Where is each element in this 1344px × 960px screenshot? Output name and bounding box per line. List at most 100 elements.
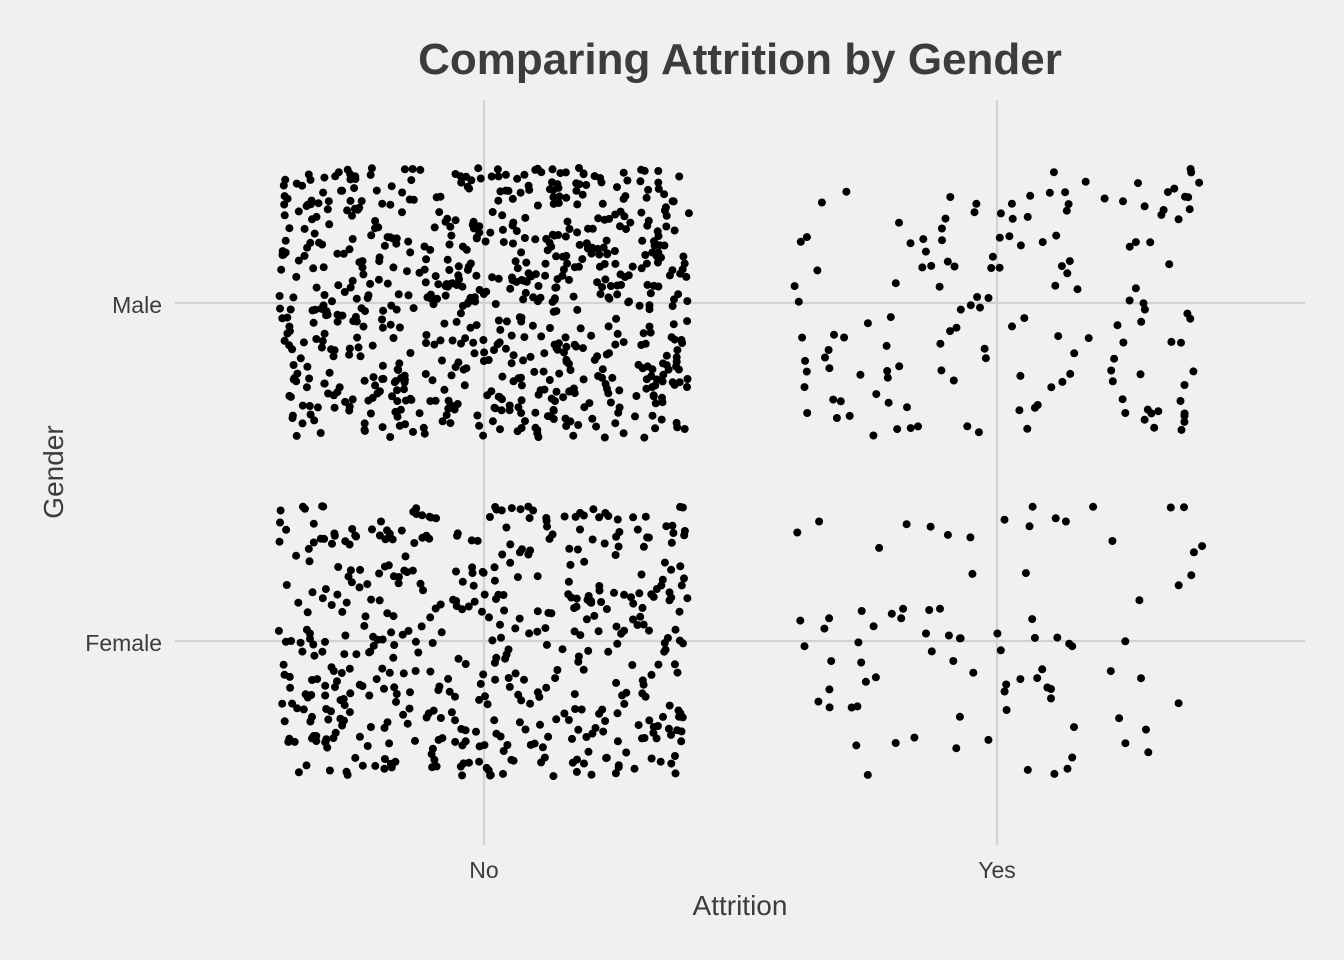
data-point [1167, 337, 1176, 346]
data-point [479, 431, 488, 440]
data-point [387, 182, 396, 191]
data-point [464, 602, 473, 611]
data-point [351, 753, 360, 762]
data-point [493, 165, 502, 174]
data-point [599, 727, 608, 736]
data-point [593, 244, 602, 253]
data-point [952, 744, 961, 753]
data-point [367, 231, 376, 240]
y-tick-label-female: Female [85, 630, 162, 656]
data-point [380, 684, 388, 693]
data-point [902, 520, 911, 529]
data-point [321, 637, 329, 646]
data-point [492, 653, 501, 662]
data-point [996, 209, 1005, 218]
data-point [682, 272, 691, 281]
data-point [520, 234, 529, 242]
data-point [312, 737, 321, 746]
data-point [322, 735, 331, 744]
data-point [286, 305, 295, 314]
data-point [378, 361, 387, 370]
data-point [588, 224, 597, 233]
data-point [533, 627, 542, 636]
data-point [593, 352, 602, 361]
data-point [587, 331, 596, 340]
data-point [277, 265, 286, 274]
data-point [352, 650, 361, 659]
data-point [832, 414, 841, 422]
data-point [462, 172, 471, 181]
data-point [614, 542, 623, 551]
data-point [680, 574, 688, 583]
data-point [421, 370, 430, 378]
data-point [646, 328, 655, 337]
data-point [401, 420, 410, 429]
data-point [531, 423, 540, 432]
data-point [454, 358, 463, 367]
data-point [671, 752, 679, 760]
data-point [416, 579, 425, 588]
data-point [294, 598, 303, 607]
data-point [494, 316, 503, 325]
data-point [662, 222, 671, 231]
data-point [511, 669, 520, 678]
data-point [970, 208, 979, 217]
data-point [1008, 322, 1016, 331]
data-point [974, 428, 983, 437]
data-point [922, 629, 930, 638]
data-point [466, 259, 475, 268]
data-point [560, 512, 569, 521]
data-point [356, 352, 365, 361]
data-point [513, 264, 522, 273]
data-point [499, 747, 508, 755]
data-point [324, 389, 333, 398]
data-point [1174, 215, 1183, 224]
data-point [825, 364, 834, 373]
data-point [526, 699, 535, 708]
data-point [416, 165, 425, 174]
data-point [987, 264, 996, 272]
data-point [475, 222, 484, 231]
data-point [562, 193, 571, 202]
data-point [670, 660, 679, 669]
data-point [380, 241, 389, 250]
data-point [576, 631, 585, 640]
data-point [393, 412, 402, 421]
data-point [638, 236, 647, 245]
data-point [398, 208, 406, 217]
data-point [378, 423, 387, 432]
data-point [409, 304, 418, 313]
data-point [335, 383, 344, 392]
data-point [1023, 212, 1032, 221]
data-point [569, 292, 578, 301]
data-point [1002, 706, 1011, 714]
data-point [344, 572, 353, 581]
data-point [914, 422, 922, 431]
data-point [918, 263, 927, 272]
data-point [540, 385, 549, 394]
data-point [1065, 257, 1074, 266]
data-point [341, 397, 350, 406]
data-point [521, 288, 530, 297]
data-point [1177, 425, 1186, 434]
data-point [285, 734, 294, 743]
data-point [431, 272, 440, 281]
data-point [996, 646, 1005, 655]
data-point [312, 283, 321, 292]
data-point [887, 609, 896, 618]
data-point [1166, 503, 1175, 512]
data-point [895, 218, 903, 227]
data-point [345, 344, 354, 353]
y-tick-label-male: Male [112, 292, 162, 318]
data-point [1016, 675, 1025, 684]
data-point [590, 611, 599, 620]
data-point [492, 505, 501, 514]
data-point [346, 566, 355, 575]
data-point [521, 417, 529, 426]
data-point [624, 298, 633, 307]
data-point [551, 283, 560, 292]
data-point [1180, 381, 1189, 389]
data-point [358, 263, 367, 272]
data-point [966, 301, 975, 310]
data-point [440, 319, 449, 328]
